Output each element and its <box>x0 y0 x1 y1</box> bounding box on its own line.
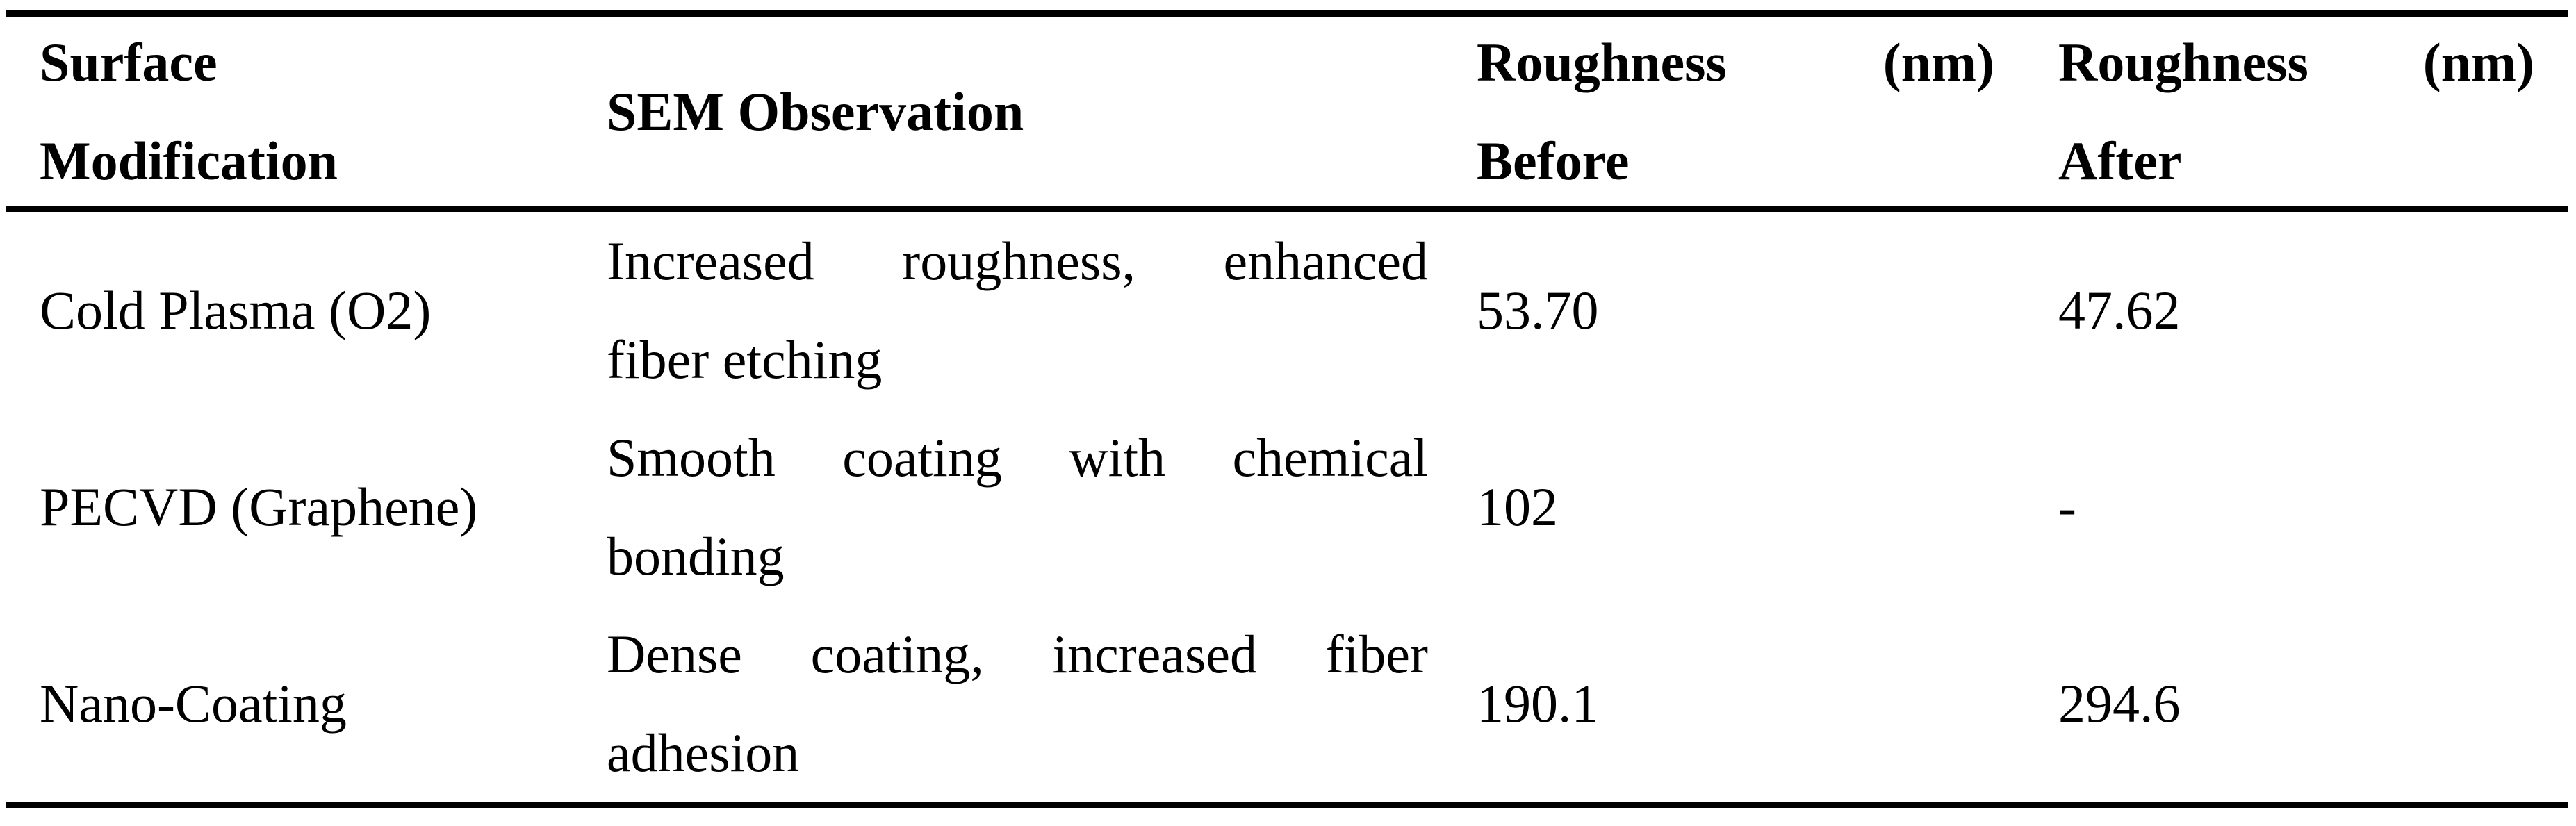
header-line-1: Roughness (nm) <box>1477 32 1994 92</box>
table-row-pecvd: PECVD (Graphene) Smooth coating with che… <box>6 408 2568 605</box>
column-header-roughness-before: Roughness (nm) Before <box>1463 17 2050 206</box>
header-line-2: Modification <box>40 131 338 191</box>
modification-label: PECVD (Graphene) <box>40 476 478 537</box>
sem-observation-line-1: Increased roughness, enhanced <box>607 230 1428 291</box>
cell-sem-observation: Dense coating, increased fiber adhesion <box>601 605 1463 802</box>
cell-surface-modification: PECVD (Graphene) <box>6 408 601 605</box>
header-line-2: Before <box>1477 131 1630 191</box>
modification-label: Nano-Coating <box>40 672 347 734</box>
cell-roughness-after: 47.62 <box>2050 212 2568 408</box>
sem-observation-line-1: Smooth coating with chemical <box>607 427 1428 488</box>
cell-roughness-before: 53.70 <box>1463 212 2050 408</box>
cell-roughness-after: - <box>2050 408 2568 605</box>
cell-roughness-before: 190.1 <box>1463 605 2050 802</box>
sem-observation-line-2: adhesion <box>607 722 800 783</box>
column-header-surface-modification: Surface Modification <box>6 17 601 206</box>
table-header-row: Surface Modification SEM Observation Rou… <box>6 17 2568 212</box>
header-line-2: After <box>2058 131 2182 191</box>
roughness-before-value: 102 <box>1477 476 1558 537</box>
cell-sem-observation: Smooth coating with chemical bonding <box>601 408 1463 605</box>
modification-label: Cold Plasma (O2) <box>40 279 432 340</box>
header-line-1: Roughness (nm) <box>2058 32 2534 92</box>
roughness-after-value: - <box>2058 476 2076 537</box>
table-row-nano-coating: Nano-Coating Dense coating, increased fi… <box>6 605 2568 802</box>
roughness-before-value: 190.1 <box>1477 672 1599 734</box>
column-header-roughness-after: Roughness (nm) After <box>2050 17 2568 206</box>
cell-sem-observation: Increased roughness, enhanced fiber etch… <box>601 212 1463 408</box>
cell-surface-modification: Cold Plasma (O2) <box>6 212 601 408</box>
roughness-before-value: 53.70 <box>1477 279 1599 340</box>
column-header-sem-observation: SEM Observation <box>601 17 1463 206</box>
sem-observation-line-2: bonding <box>607 525 785 586</box>
roughness-after-value: 47.62 <box>2058 279 2181 340</box>
cell-roughness-before: 102 <box>1463 408 2050 605</box>
header-line-1: SEM Observation <box>607 81 1024 142</box>
table-row-cold-plasma: Cold Plasma (O2) Increased roughness, en… <box>6 212 2568 408</box>
sem-observation-line-1: Dense coating, increased fiber <box>607 623 1428 684</box>
cell-roughness-after: 294.6 <box>2050 605 2568 802</box>
sem-observation-line-2: fiber etching <box>607 329 883 390</box>
header-line-1: Surface <box>40 32 218 92</box>
roughness-after-value: 294.6 <box>2058 672 2181 734</box>
surface-modification-table: Surface Modification SEM Observation Rou… <box>6 10 2568 808</box>
cell-surface-modification: Nano-Coating <box>6 605 601 802</box>
